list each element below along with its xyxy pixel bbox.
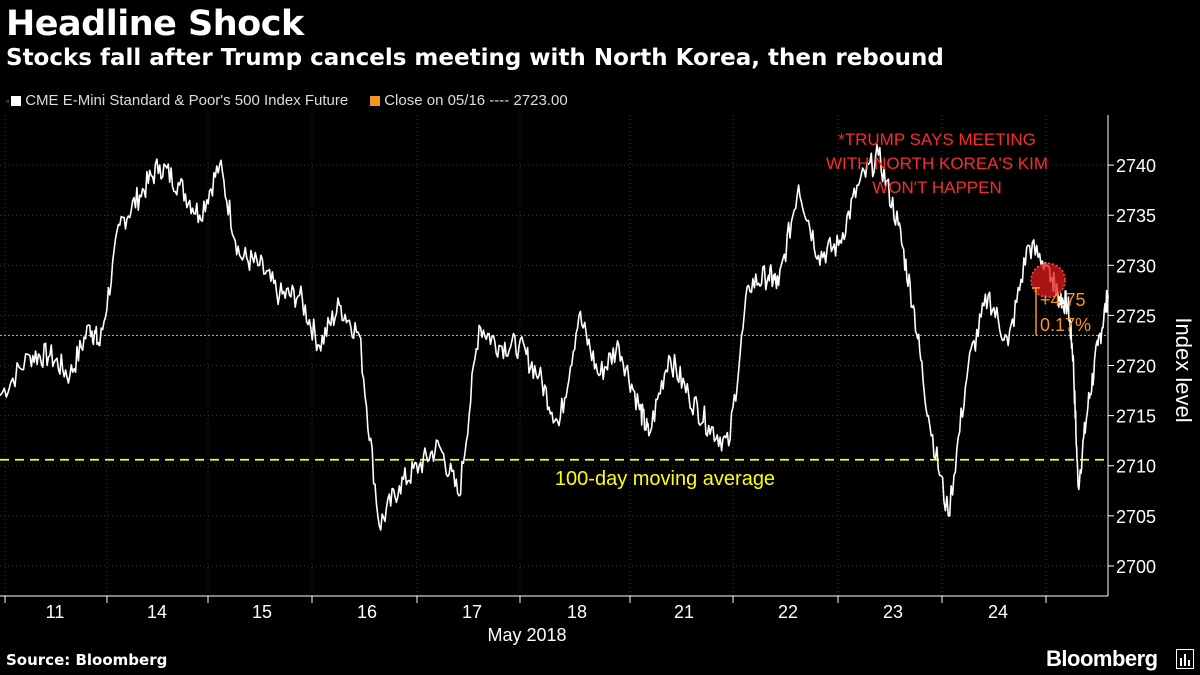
y-tick-label: 2705 [1116, 507, 1156, 527]
chart-title: Headline Shock [6, 4, 304, 44]
event-marker [1030, 262, 1066, 299]
y-tick-label: 2735 [1116, 206, 1156, 226]
y-tick-label: 2700 [1116, 557, 1156, 577]
legend-swatch-close [370, 95, 381, 106]
x-tick-label: 16 [357, 602, 377, 622]
legend-swatch-series [11, 95, 22, 106]
y-axis-label: Index level [1171, 317, 1196, 422]
x-tick-label: 11 [46, 602, 65, 622]
y-tick-label: 2740 [1116, 156, 1156, 176]
x-axis-label: May 2018 [487, 625, 566, 645]
y-tick-label: 2720 [1116, 357, 1156, 377]
event-annotation-line: WITH NORTH KOREA'S KIM [826, 154, 1048, 173]
price-series-line [0, 144, 1049, 531]
legend-line-icon: ▫ [6, 95, 10, 106]
y-tick-label: 2715 [1116, 407, 1156, 427]
moving-average-label: 100-day moving average [555, 468, 775, 490]
x-tick-label: 17 [462, 602, 482, 622]
brand-logo: Bloomberg [1046, 646, 1158, 671]
x-tick-label: 23 [883, 602, 903, 622]
change-points-label: +4.75 [1040, 290, 1086, 310]
change-percent-label: 0.17% [1040, 315, 1091, 335]
y-tick-label: 2725 [1116, 306, 1156, 326]
x-tick-label: 18 [567, 602, 587, 622]
bloomberg-terminal-icon [1176, 649, 1194, 669]
legend: ▫ CME E-Mini Standard & Poor's 500 Index… [6, 92, 590, 109]
rebound-series-line [1047, 265, 1109, 491]
x-tick-label: 21 [674, 602, 694, 622]
x-tick-label: 15 [252, 602, 272, 622]
event-annotation-line: WON'T HAPPEN [872, 178, 1002, 197]
legend-item-series: ▫ CME E-Mini Standard & Poor's 500 Index… [6, 92, 348, 109]
source-note: Source: Bloomberg [6, 651, 168, 669]
x-tick-label: 14 [147, 602, 167, 622]
y-tick-label: 2730 [1116, 256, 1156, 276]
chart-subtitle: Stocks fall after Trump cancels meeting … [6, 45, 944, 71]
legend-item-close: Close on 05/16 ---- 2723.00 [370, 92, 568, 109]
legend-label-series: CME E-Mini Standard & Poor's 500 Index F… [25, 92, 349, 109]
y-tick-label: 2710 [1116, 457, 1156, 477]
x-tick-label: 24 [988, 602, 1008, 622]
event-annotation-line: *TRUMP SAYS MEETING [838, 130, 1036, 149]
legend-label-close: Close on 05/16 ---- 2723.00 [384, 92, 568, 109]
x-tick-label: 22 [778, 602, 798, 622]
